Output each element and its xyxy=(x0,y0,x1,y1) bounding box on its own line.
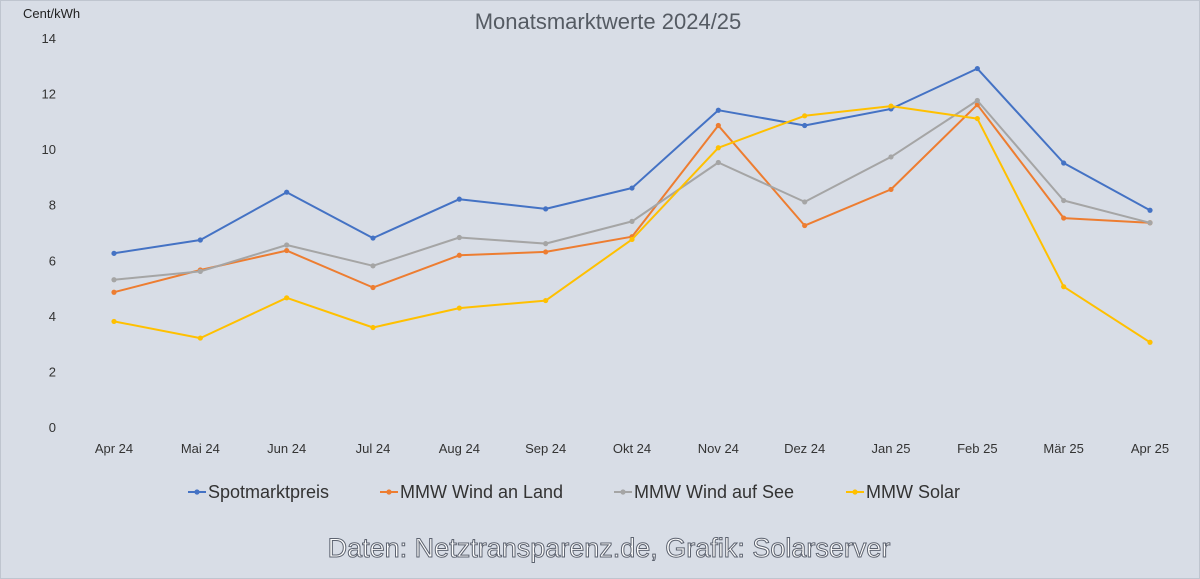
data-point xyxy=(1147,339,1153,345)
legend-label: Spotmarktpreis xyxy=(208,482,329,502)
x-tick-label: Aug 24 xyxy=(439,441,480,456)
y-tick-label: 0 xyxy=(49,420,56,435)
data-point xyxy=(456,252,462,258)
data-point xyxy=(370,324,376,331)
data-point xyxy=(111,250,117,256)
data-point xyxy=(802,222,808,229)
data-point xyxy=(370,263,376,269)
y-tick-label: 12 xyxy=(42,87,56,102)
legend-marker xyxy=(852,489,858,495)
x-tick-label: Jun 24 xyxy=(267,441,306,456)
legend-label: MMW Solar xyxy=(866,482,960,502)
data-point xyxy=(1147,220,1153,226)
data-point xyxy=(370,235,376,241)
y-tick-label: 8 xyxy=(49,198,56,213)
data-point xyxy=(802,113,808,119)
data-point xyxy=(888,186,894,193)
data-point xyxy=(1061,160,1067,166)
data-point xyxy=(888,103,894,109)
x-tick-label: Jan 25 xyxy=(871,441,910,456)
y-tick-label: 4 xyxy=(49,309,56,324)
legend: Spotmarktpreis MMW Wind an Land MMW Wind a… xyxy=(188,482,960,502)
data-point xyxy=(1147,207,1153,213)
x-tick-label: Jul 24 xyxy=(356,441,391,456)
data-point xyxy=(456,234,462,241)
series-2 xyxy=(111,102,1153,295)
x-tick-label: Mär 25 xyxy=(1043,441,1083,456)
data-point xyxy=(802,199,808,205)
data-point xyxy=(974,97,980,104)
data-point xyxy=(1061,284,1067,290)
data-point xyxy=(197,268,203,274)
data-point xyxy=(629,218,635,224)
series-line xyxy=(113,105,1151,344)
series-line xyxy=(113,67,1151,255)
data-point xyxy=(197,237,203,243)
data-point xyxy=(629,236,635,243)
data-point xyxy=(715,145,721,151)
data-point xyxy=(284,242,290,248)
data-point xyxy=(284,189,290,195)
data-point xyxy=(456,196,462,202)
data-point xyxy=(111,318,117,325)
y-tick-label: 14 xyxy=(42,31,56,46)
x-tick-label: Apr 25 xyxy=(1131,441,1169,456)
data-point xyxy=(370,284,376,291)
series-4 xyxy=(111,103,1153,345)
series-3 xyxy=(111,97,1153,283)
data-point xyxy=(543,249,549,255)
data-point xyxy=(543,297,549,304)
data-point xyxy=(111,277,117,283)
legend-item: MMW Solar xyxy=(846,482,960,502)
data-point xyxy=(1061,197,1067,204)
y-tick-label: 6 xyxy=(49,253,56,268)
data-point xyxy=(715,159,721,166)
legend-marker xyxy=(620,489,626,495)
chart-title: Monatsmarktwerte 2024/25 xyxy=(474,9,742,34)
legend-label: MMW Wind an Land xyxy=(400,482,563,502)
series-1 xyxy=(111,65,1153,256)
series-layer xyxy=(111,65,1153,345)
x-tick-label: Apr 24 xyxy=(95,441,133,456)
legend-marker xyxy=(386,489,392,495)
x-tick-label: Nov 24 xyxy=(698,441,739,456)
data-point xyxy=(888,154,894,160)
legend-item: MMW Wind an Land xyxy=(380,482,563,502)
y-tick-label: 10 xyxy=(42,142,56,157)
y-axis-unit-label: Cent/kWh xyxy=(23,6,81,21)
data-point xyxy=(715,107,721,113)
data-point xyxy=(284,295,290,301)
x-tick-label: Feb 25 xyxy=(957,441,997,456)
y-axis-ticks: 0 2 4 6 8 10 12 14 xyxy=(42,31,56,435)
legend-item: Spotmarktpreis xyxy=(188,482,329,502)
data-point xyxy=(456,305,462,311)
data-point xyxy=(974,115,980,122)
x-tick-label: Sep 24 xyxy=(525,441,566,456)
x-tick-label: Mai 24 xyxy=(181,441,220,456)
data-point xyxy=(543,241,549,247)
x-tick-label: Okt 24 xyxy=(613,441,651,456)
y-tick-label: 2 xyxy=(49,364,56,379)
legend-item: MMW Wind auf See xyxy=(614,482,794,502)
data-point xyxy=(715,122,721,129)
data-point xyxy=(543,206,549,212)
data-point xyxy=(111,289,117,295)
legend-marker xyxy=(194,489,200,495)
x-tick-label: Dez 24 xyxy=(784,441,825,456)
x-axis-ticks: Apr 24 Mai 24 Jun 24 Jul 24 Aug 24 Sep 24 Okt … xyxy=(95,441,1169,456)
data-point xyxy=(197,335,203,341)
legend-label: MMW Wind auf See xyxy=(634,482,794,502)
data-point xyxy=(629,185,635,191)
data-credit: Daten: Netztransparenz.de, Grafik: Solar… xyxy=(327,533,891,564)
data-point xyxy=(1061,215,1067,221)
data-point xyxy=(284,247,290,254)
data-point xyxy=(802,122,808,129)
series-line xyxy=(113,103,1151,294)
data-point xyxy=(974,65,980,72)
